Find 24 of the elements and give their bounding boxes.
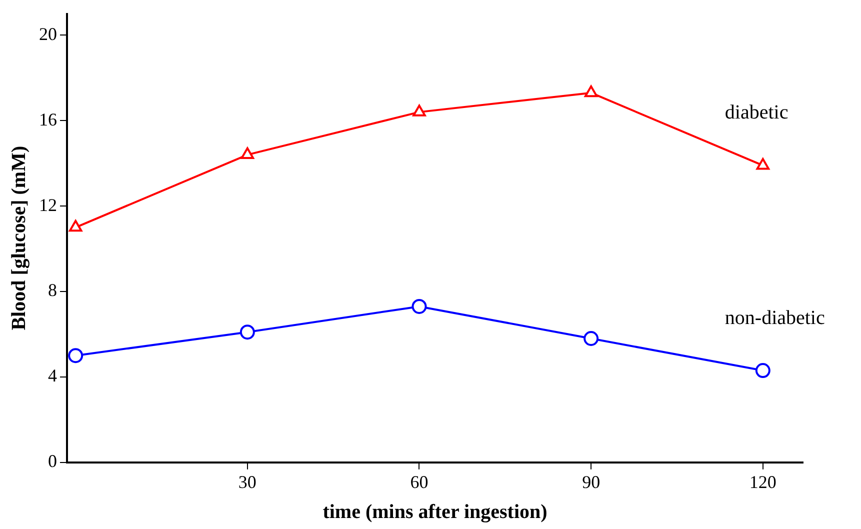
point bbox=[412, 298, 427, 314]
y-tick-label: 0 bbox=[48, 451, 57, 472]
y-tick-label: 8 bbox=[48, 280, 57, 300]
x-tick-label: 30 bbox=[238, 472, 256, 492]
point bbox=[240, 147, 254, 160]
x-tick-label: 120 bbox=[749, 472, 776, 492]
x-tick-label: 60 bbox=[410, 472, 428, 492]
x-tick-label: 90 bbox=[582, 472, 600, 492]
point bbox=[68, 348, 84, 364]
point bbox=[412, 104, 426, 116]
point bbox=[240, 324, 255, 340]
point bbox=[584, 85, 598, 98]
y-tick-label: 20 bbox=[39, 24, 57, 44]
point bbox=[584, 331, 599, 346]
series-label: non-diabetic bbox=[724, 306, 825, 329]
point bbox=[755, 363, 770, 378]
point bbox=[68, 220, 82, 232]
y-tick-label: 4 bbox=[48, 366, 57, 386]
y-tick-label: 12 bbox=[39, 194, 57, 215]
point bbox=[756, 158, 770, 170]
x-axis-title: time (mins after ingestion) bbox=[322, 501, 548, 524]
series-label: diabetic bbox=[724, 102, 788, 124]
y-tick-label: 16 bbox=[39, 109, 57, 130]
y-axis-title: Blood [glucose] (mM) bbox=[8, 146, 30, 330]
